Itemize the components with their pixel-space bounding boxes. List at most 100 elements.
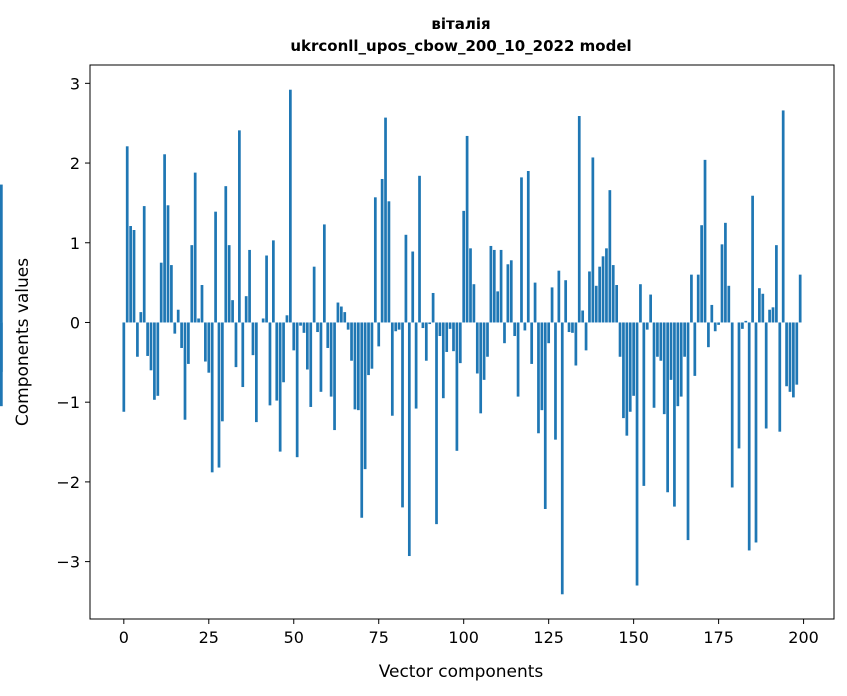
bar xyxy=(448,322,452,329)
bar xyxy=(564,280,568,323)
bar xyxy=(210,322,214,473)
bar xyxy=(795,322,799,385)
bar xyxy=(662,322,666,415)
bar xyxy=(618,322,622,357)
bar xyxy=(700,225,703,323)
bar xyxy=(244,296,248,323)
bar xyxy=(424,322,428,361)
bar xyxy=(132,230,136,323)
bar xyxy=(778,322,782,432)
bar xyxy=(458,322,462,364)
bar xyxy=(798,274,802,323)
bar xyxy=(486,322,489,357)
bar xyxy=(268,322,272,406)
bar xyxy=(221,322,224,422)
bar xyxy=(265,255,268,323)
bar xyxy=(530,322,534,364)
bar xyxy=(282,322,285,383)
bar xyxy=(326,322,330,348)
bar xyxy=(275,322,279,401)
bar xyxy=(625,322,629,436)
bar xyxy=(591,157,595,323)
bar xyxy=(482,322,486,380)
bar xyxy=(401,322,404,508)
bar xyxy=(785,322,788,387)
bar xyxy=(363,322,367,470)
bar xyxy=(136,322,139,357)
bar xyxy=(407,322,411,557)
bar xyxy=(163,154,166,323)
bar xyxy=(390,322,394,416)
bar xyxy=(129,226,132,323)
bar xyxy=(122,322,126,412)
bar xyxy=(720,244,724,323)
bar xyxy=(475,322,479,374)
bar xyxy=(139,312,143,323)
bar xyxy=(523,322,527,331)
bar xyxy=(353,322,357,410)
bar xyxy=(421,322,425,329)
y-tick-label: 1 xyxy=(70,234,80,253)
bar xyxy=(554,322,557,440)
bar xyxy=(377,322,381,347)
bar xyxy=(0,322,3,407)
bar xyxy=(605,248,608,323)
bar xyxy=(601,256,605,323)
bar xyxy=(190,245,194,323)
bar xyxy=(516,322,520,397)
bar xyxy=(187,322,190,364)
bar xyxy=(462,210,466,323)
bar xyxy=(594,285,598,323)
bar xyxy=(418,175,421,323)
bar xyxy=(180,322,183,348)
bar xyxy=(537,322,540,434)
x-tick-label: 200 xyxy=(788,628,819,647)
bar xyxy=(751,195,754,323)
x-tick-label: 0 xyxy=(119,628,129,647)
bar xyxy=(255,322,258,423)
bar xyxy=(200,285,204,323)
bar xyxy=(289,89,292,323)
bar xyxy=(309,322,313,407)
bar xyxy=(673,322,676,507)
plot-area-frame xyxy=(89,64,835,620)
chart-subtitle: ukrconll_upos_cbow_200_10_2022 model xyxy=(290,37,631,55)
bar xyxy=(781,110,785,323)
bar xyxy=(676,322,680,407)
bar xyxy=(166,205,170,323)
bar xyxy=(588,271,591,323)
bar xyxy=(455,322,459,451)
bar xyxy=(387,201,391,323)
bar xyxy=(686,322,690,541)
bar xyxy=(384,117,387,323)
y-tick-label: 3 xyxy=(70,74,80,93)
bar xyxy=(758,288,761,323)
bar xyxy=(499,249,503,323)
bar xyxy=(724,222,727,323)
y-axis-label: Components values xyxy=(13,258,33,426)
bar xyxy=(159,262,163,323)
bar xyxy=(509,260,513,323)
bar xyxy=(302,322,306,333)
bar xyxy=(292,322,296,351)
bar xyxy=(224,186,228,323)
bar xyxy=(666,322,669,493)
bar xyxy=(316,322,319,333)
bar xyxy=(227,245,231,323)
x-tick-label: 100 xyxy=(448,628,479,647)
bar xyxy=(329,322,333,397)
bar xyxy=(445,322,449,352)
bar xyxy=(771,307,775,323)
bar xyxy=(370,322,374,369)
bar xyxy=(577,116,581,323)
bar xyxy=(234,322,238,368)
bar xyxy=(608,190,612,323)
bar xyxy=(319,322,323,392)
bar xyxy=(339,306,343,323)
bar xyxy=(639,284,642,323)
bar xyxy=(441,322,445,399)
bar xyxy=(469,248,472,323)
bar xyxy=(479,322,483,414)
bar xyxy=(373,197,377,323)
